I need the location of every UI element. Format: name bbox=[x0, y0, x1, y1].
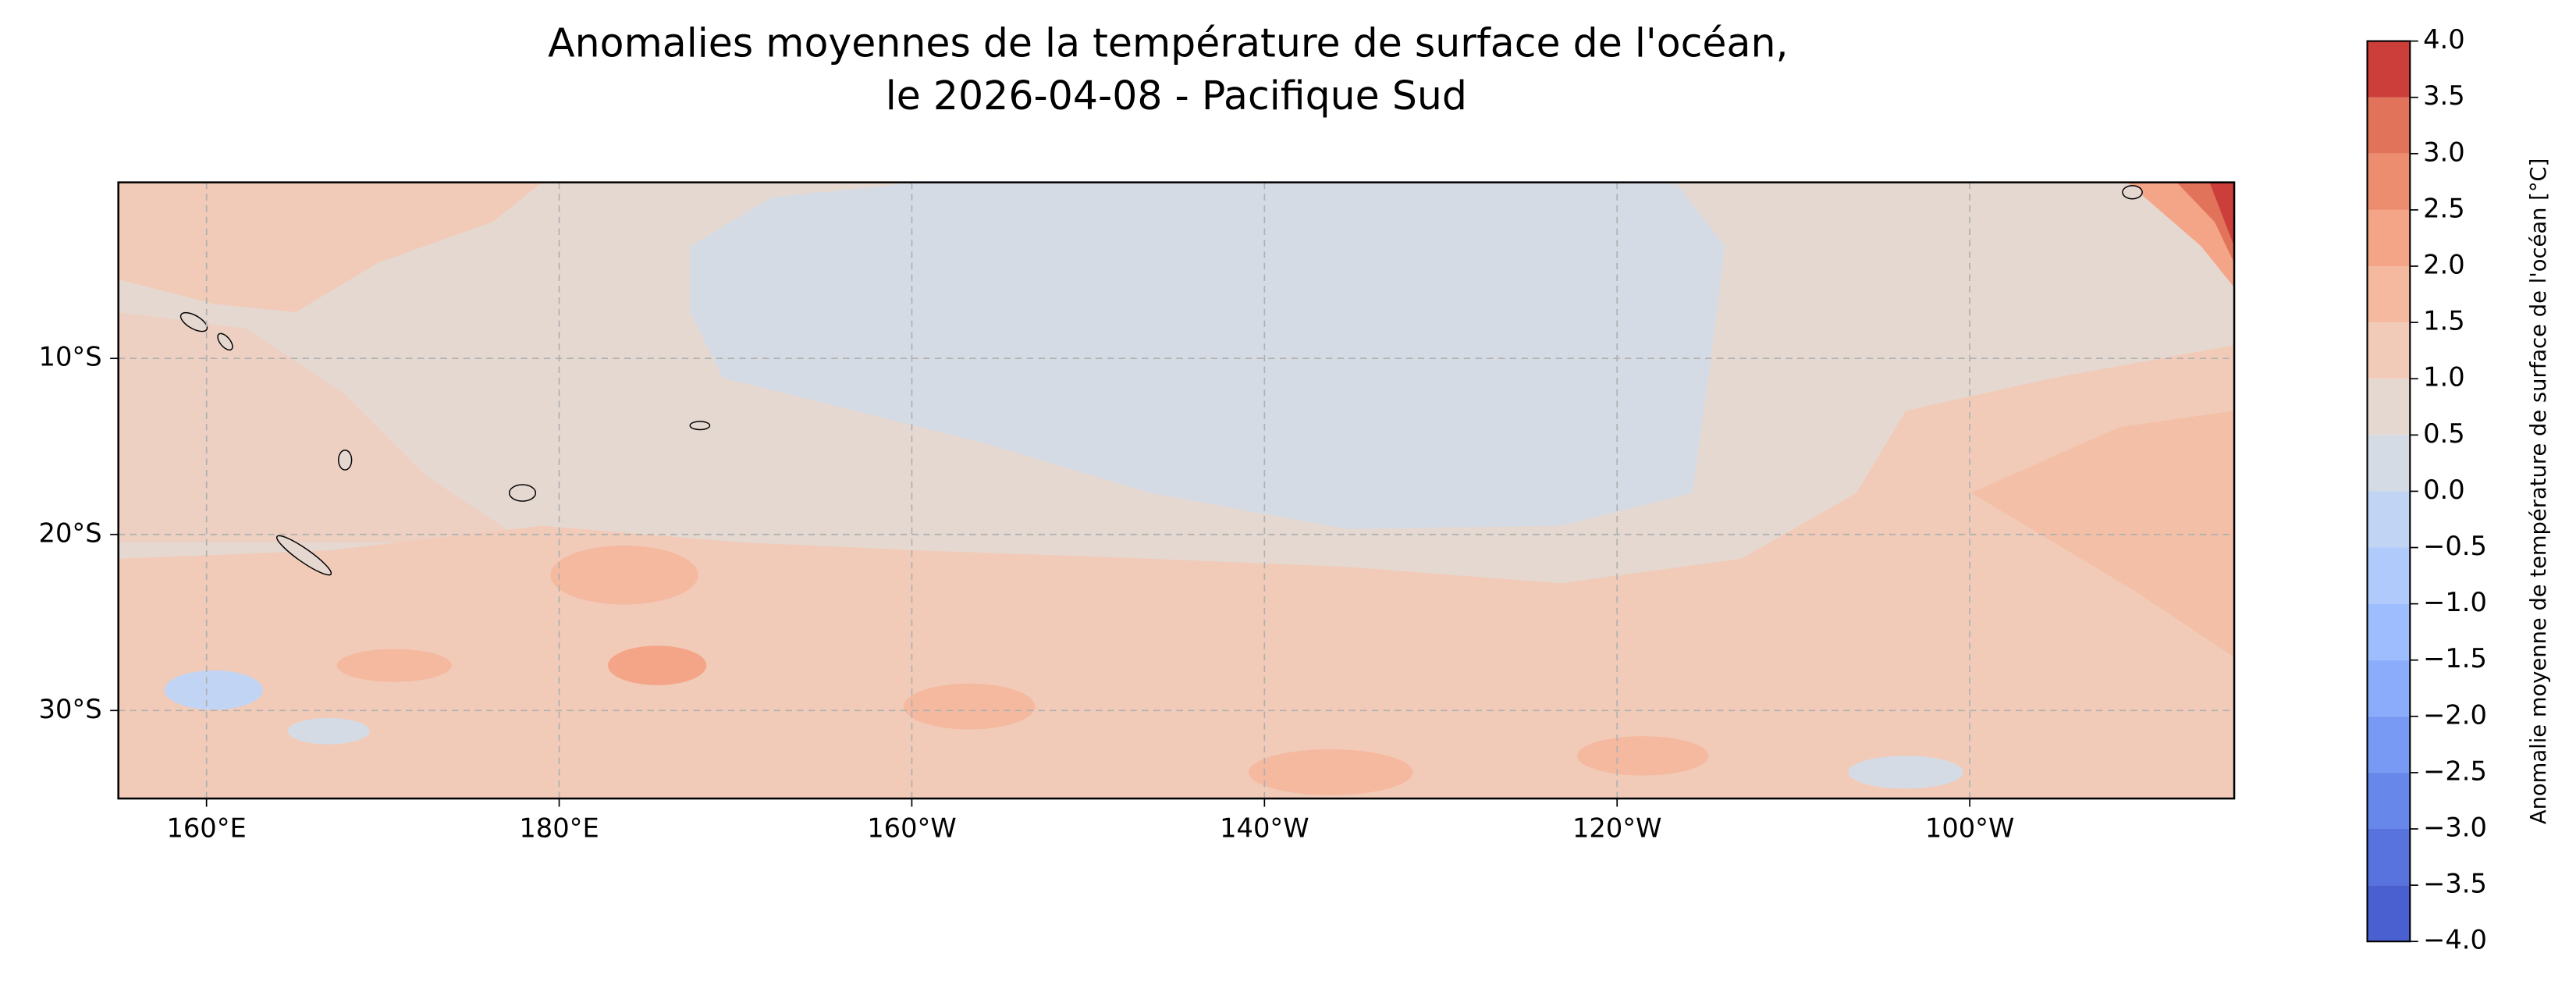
anomaly-region bbox=[2209, 182, 2235, 247]
anomaly-region bbox=[1248, 749, 1413, 795]
x-tick-label: 140°W bbox=[1220, 813, 1309, 844]
island bbox=[2122, 185, 2143, 200]
colorbar-tick-label: 1.0 bbox=[2423, 362, 2465, 393]
colorbar-label: Anomalie moyenne de température de surfa… bbox=[2527, 158, 2551, 824]
colorbar-tick-label: −2.0 bbox=[2423, 699, 2487, 730]
colorbar-tick-label: 2.0 bbox=[2423, 250, 2465, 280]
colorbar-band bbox=[2367, 322, 2411, 379]
anomaly-region bbox=[336, 649, 453, 682]
colorbar-tick-label: 4.0 bbox=[2423, 24, 2465, 55]
island bbox=[275, 535, 332, 576]
colorbar-tick-label: −3.0 bbox=[2423, 813, 2487, 843]
colorbar-band bbox=[2367, 266, 2411, 323]
colorbar-tick-label: 3.5 bbox=[2423, 80, 2465, 111]
anomaly-region bbox=[550, 545, 698, 605]
anomaly-region bbox=[164, 670, 263, 710]
colorbar-band bbox=[2367, 716, 2411, 773]
colorbar-band bbox=[2367, 885, 2411, 942]
chart-title: le 2026-04-08 - Pacifique Sud bbox=[886, 73, 1467, 119]
colorbar-tick-label: 2.5 bbox=[2423, 193, 2465, 223]
x-tick-label: 180°E bbox=[519, 813, 599, 844]
anomaly-region bbox=[903, 683, 1036, 730]
colorbar-tick-label: −1.5 bbox=[2423, 643, 2487, 674]
x-tick-label: 160°W bbox=[867, 813, 956, 844]
y-tick-label: 20°S bbox=[39, 517, 102, 548]
colorbar-band bbox=[2367, 660, 2411, 717]
colorbar-tick-label: −2.5 bbox=[2423, 756, 2487, 786]
plot-frame bbox=[117, 181, 2236, 800]
colorbar-tick-label: −4.0 bbox=[2423, 925, 2487, 955]
colorbar-tick-label: 3.0 bbox=[2423, 137, 2465, 167]
colorbar-tick-label: 1.5 bbox=[2423, 306, 2465, 336]
anomaly-region bbox=[287, 717, 370, 745]
colorbar-tick-label: −1.0 bbox=[2423, 587, 2487, 617]
anomaly-region bbox=[118, 345, 2235, 799]
island bbox=[179, 311, 208, 332]
anomaly-region bbox=[118, 182, 542, 312]
colorbar-band bbox=[2367, 209, 2411, 267]
anomaly-region bbox=[1848, 756, 1963, 789]
colorbar-band bbox=[2367, 153, 2411, 210]
colorbar-tick-label: 0.0 bbox=[2423, 475, 2465, 505]
colorbar-band bbox=[2367, 772, 2411, 830]
colorbar-tick-label: 0.5 bbox=[2423, 418, 2465, 449]
colorbar-tick-label: −3.5 bbox=[2423, 869, 2487, 899]
colorbar-band bbox=[2367, 603, 2411, 660]
x-tick-label: 100°W bbox=[1925, 813, 2014, 844]
anomaly-region bbox=[1576, 736, 1709, 776]
x-tick-label: 120°W bbox=[1572, 813, 1661, 844]
colorbar-band bbox=[2367, 435, 2411, 492]
y-tick-label: 10°S bbox=[39, 342, 102, 372]
colorbar-band bbox=[2367, 41, 2411, 98]
colorbar-band bbox=[2367, 547, 2411, 604]
y-tick-label: 30°S bbox=[39, 694, 102, 724]
anomaly-region bbox=[607, 645, 707, 685]
colorbar-band bbox=[2367, 97, 2411, 154]
sst-field bbox=[118, 182, 2235, 799]
colorbar-band bbox=[2367, 379, 2411, 436]
island bbox=[508, 484, 537, 502]
anomaly-region bbox=[690, 182, 1725, 529]
island bbox=[689, 421, 711, 431]
x-tick-label: 160°E bbox=[166, 813, 246, 844]
colorbar-band bbox=[2367, 491, 2411, 548]
chart-title: Anomalies moyennes de la température de … bbox=[548, 20, 1788, 66]
colorbar-tick-label: −0.5 bbox=[2423, 531, 2487, 561]
colorbar-band bbox=[2367, 829, 2411, 886]
island bbox=[338, 450, 353, 471]
island bbox=[217, 332, 233, 351]
anomaly-region bbox=[118, 311, 526, 542]
